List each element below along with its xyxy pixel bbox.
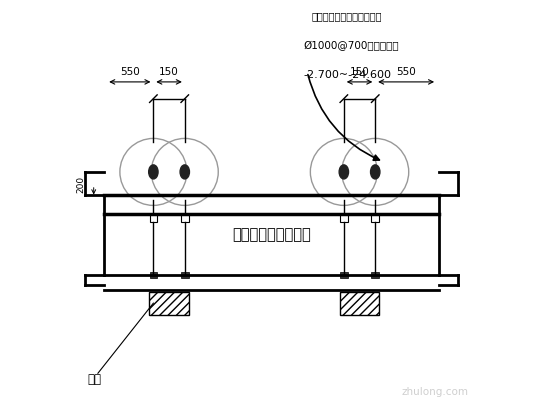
Text: 坑外地墙接缝位置止水措施: 坑外地墙接缝位置止水措施 xyxy=(311,11,382,21)
Bar xyxy=(340,291,380,315)
Ellipse shape xyxy=(180,165,189,179)
Bar xyxy=(150,272,157,278)
Text: 150: 150 xyxy=(349,67,370,77)
Text: 150: 150 xyxy=(159,67,179,77)
Bar xyxy=(181,214,189,222)
Text: 地下连续墙一期槽段: 地下连续墙一期槽段 xyxy=(232,228,311,243)
Bar xyxy=(149,291,189,315)
Text: -2.700~-24.600: -2.700~-24.600 xyxy=(303,70,391,80)
Text: Ø1000@700高压旋喷桩: Ø1000@700高压旋喷桩 xyxy=(303,41,399,51)
Text: 550: 550 xyxy=(396,67,416,77)
Bar xyxy=(181,272,189,278)
Ellipse shape xyxy=(371,165,380,179)
Bar xyxy=(340,272,348,278)
Ellipse shape xyxy=(339,165,348,179)
Text: zhulong.com: zhulong.com xyxy=(402,387,468,397)
Text: 垫柱: 垫柱 xyxy=(87,373,101,386)
Bar xyxy=(150,214,157,222)
Text: 200: 200 xyxy=(77,176,86,193)
Ellipse shape xyxy=(149,165,158,179)
Bar xyxy=(371,272,379,278)
Text: 550: 550 xyxy=(120,67,139,77)
Bar xyxy=(371,214,379,222)
Bar xyxy=(340,214,348,222)
